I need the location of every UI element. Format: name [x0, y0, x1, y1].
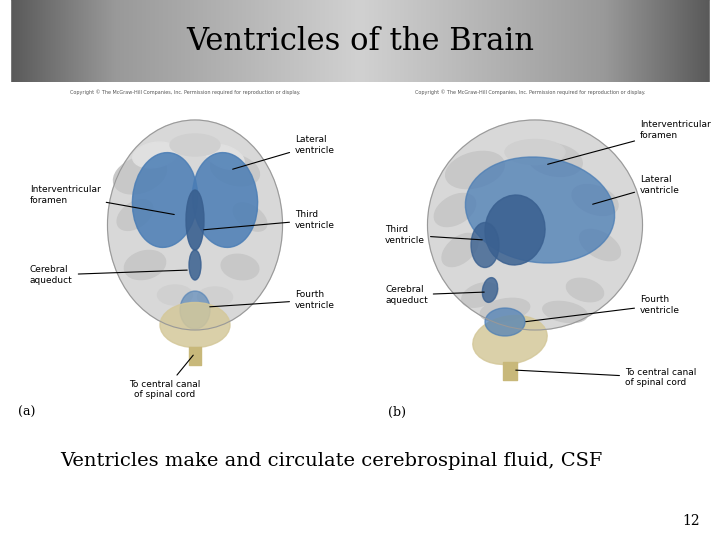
Text: To central canal
of spinal cord: To central canal of spinal cord: [130, 355, 201, 400]
Ellipse shape: [485, 195, 545, 265]
Ellipse shape: [160, 302, 230, 348]
Text: (a): (a): [18, 406, 35, 419]
Text: Lateral
vantricle: Lateral vantricle: [593, 176, 680, 204]
Ellipse shape: [125, 251, 166, 280]
Ellipse shape: [446, 151, 504, 188]
Ellipse shape: [580, 230, 621, 261]
Ellipse shape: [462, 283, 498, 307]
Ellipse shape: [528, 144, 582, 177]
Ellipse shape: [543, 301, 588, 322]
Text: 12: 12: [683, 514, 700, 528]
Ellipse shape: [180, 291, 210, 329]
Ellipse shape: [192, 153, 258, 247]
Ellipse shape: [221, 254, 258, 280]
Ellipse shape: [233, 203, 267, 231]
Ellipse shape: [434, 193, 476, 227]
Text: Ventricles make and circulate cerebrospinal fluid, CSF: Ventricles make and circulate cerebrospi…: [60, 452, 603, 470]
Ellipse shape: [465, 157, 615, 263]
Ellipse shape: [572, 185, 618, 215]
Text: Cerebral
aqueduct: Cerebral aqueduct: [30, 265, 187, 285]
Text: Interventricular
foramen: Interventricular foramen: [30, 185, 174, 214]
Ellipse shape: [442, 233, 478, 267]
Text: Lateral
ventricle: Lateral ventricle: [233, 136, 335, 169]
Text: Interventricular
foramen: Interventricular foramen: [548, 120, 711, 164]
Ellipse shape: [117, 200, 153, 231]
Ellipse shape: [505, 139, 565, 165]
Ellipse shape: [186, 190, 204, 250]
Ellipse shape: [485, 308, 525, 336]
Ellipse shape: [480, 298, 530, 322]
Ellipse shape: [210, 154, 259, 186]
Ellipse shape: [482, 278, 498, 302]
Text: Third
ventricle: Third ventricle: [385, 225, 482, 245]
Ellipse shape: [471, 222, 499, 267]
Text: Ventricles of the Brain: Ventricles of the Brain: [186, 25, 534, 57]
Text: Third
ventricle: Third ventricle: [204, 210, 335, 230]
Text: (b): (b): [388, 406, 406, 419]
Text: Fourth
ventricle: Fourth ventricle: [526, 295, 680, 322]
Ellipse shape: [197, 287, 233, 307]
Ellipse shape: [114, 156, 166, 194]
Text: Copyright © The McGraw-Hill Companies, Inc. Permission required for reproduction: Copyright © The McGraw-Hill Companies, I…: [70, 90, 300, 95]
Ellipse shape: [567, 278, 603, 302]
Text: Fourth
ventricle: Fourth ventricle: [210, 291, 335, 310]
Ellipse shape: [132, 153, 198, 247]
Text: To central canal
of spinal cord: To central canal of spinal cord: [516, 368, 696, 387]
Ellipse shape: [158, 285, 192, 305]
Text: Cerebral
aqueduct: Cerebral aqueduct: [385, 285, 485, 305]
Ellipse shape: [170, 134, 220, 156]
Text: Copyright © The McGraw-Hill Companies, Inc. Permission required for reproduction: Copyright © The McGraw-Hill Companies, I…: [415, 90, 645, 95]
Ellipse shape: [132, 142, 177, 168]
Ellipse shape: [189, 250, 201, 280]
Ellipse shape: [473, 315, 547, 364]
Ellipse shape: [206, 145, 244, 170]
Ellipse shape: [107, 120, 282, 330]
Ellipse shape: [428, 120, 642, 330]
